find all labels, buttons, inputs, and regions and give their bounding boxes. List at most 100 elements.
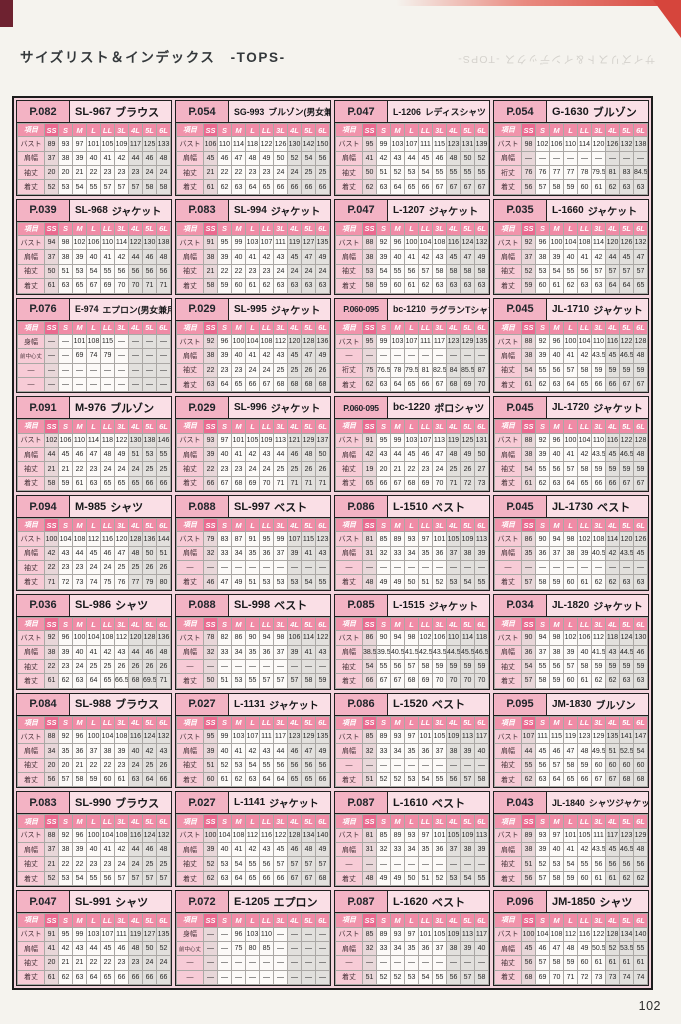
size-cell: 63 — [619, 673, 634, 689]
size-cell: 59 — [619, 658, 634, 675]
size-col-header: S — [58, 616, 73, 632]
size-cell: 67 — [301, 870, 316, 887]
item-col-header: 項目 — [494, 616, 522, 632]
size-cell: 120 — [619, 531, 634, 547]
page-ref: P.036 — [17, 594, 70, 616]
size-cell: — — [460, 757, 475, 774]
size-cell: 49 — [231, 574, 246, 590]
size-cell: 66 — [315, 772, 330, 788]
size-cell: 141 — [619, 728, 634, 745]
page-ref: P.045 — [494, 298, 547, 320]
product-code: bc-1210 — [393, 304, 426, 315]
product-title: M-976 ブルゾン — [70, 397, 171, 419]
size-cell: 103 — [404, 432, 419, 449]
size-cell: 36 — [535, 545, 550, 562]
size-col-header: M — [231, 913, 246, 928]
size-cell: 44 — [605, 249, 620, 265]
size-cell: 116 — [128, 827, 143, 844]
row-label: バスト — [176, 728, 204, 745]
size-cell: 53 — [72, 263, 87, 280]
size-cell: 68 — [231, 475, 246, 492]
row-label: 着丈 — [176, 179, 204, 195]
size-cell: 56 — [619, 856, 634, 872]
block-header: P.086 L-1510 ベスト — [335, 496, 489, 519]
size-cell: 105 — [245, 432, 260, 449]
size-cell: 59 — [563, 955, 578, 971]
size-cell: 41 — [100, 249, 115, 265]
size-cell: 22 — [86, 955, 101, 971]
size-cell: 62 — [591, 574, 606, 590]
size-cell: 57 — [619, 263, 634, 280]
size-cell: 58 — [142, 179, 157, 195]
size-cell: 40.5 — [390, 644, 405, 660]
size-col-header: 6L — [156, 122, 171, 138]
size-cell: — — [577, 150, 592, 167]
row-label: バスト — [335, 333, 363, 350]
size-cell: 59 — [460, 658, 475, 675]
row-label: バスト — [335, 531, 363, 547]
size-cell: — — [72, 362, 87, 378]
size-cell: 52 — [217, 757, 232, 774]
row-label: バスト — [17, 432, 45, 449]
size-cell: 46.5 — [474, 644, 489, 660]
size-cell: 99 — [376, 333, 391, 350]
size-cell: 131 — [474, 432, 489, 449]
size-cell: 56 — [633, 856, 648, 872]
product-code: G-1630 — [552, 105, 589, 118]
product-title: L-1131 ジャケット — [229, 693, 330, 715]
size-cell: 59 — [563, 870, 578, 887]
size-cell: 138 — [633, 136, 648, 152]
size-cell: 36 — [432, 545, 447, 562]
size-cell: — — [287, 560, 302, 576]
size-cell: 55 — [390, 263, 405, 280]
page-title: サイズリスト＆インデックス -TOPS- — [20, 50, 286, 65]
size-cell: 96 — [72, 827, 87, 844]
size-cell: 69 — [460, 376, 475, 393]
size-cell: 50 — [404, 870, 419, 887]
size-col-header: L — [245, 814, 260, 829]
size-col-header: 6L — [474, 616, 489, 632]
size-table-block: P.036 SL-986 シャツ 項目 SS S M L LL 3L 4L 5L 6L バスト 92 9… — [16, 593, 172, 690]
size-cell: — — [142, 348, 157, 364]
row-label: 着丈 — [176, 870, 204, 887]
size-cell: 78 — [203, 630, 218, 646]
size-cell: 98 — [404, 630, 419, 646]
size-cell: 100 — [404, 235, 419, 251]
size-cell: — — [273, 658, 288, 675]
page-ref: P.027 — [176, 693, 229, 715]
size-table-block: P.091 M-976 ブルゾン 項目 SS S M L LL 3L 4L 5L 6L バスト 102… — [16, 396, 172, 493]
size-col-header: LL — [577, 221, 592, 237]
row-label: バスト — [494, 432, 522, 449]
size-cell: 59 — [633, 362, 648, 378]
row-label: 着丈 — [494, 179, 522, 195]
page-ref: P.094 — [17, 496, 70, 518]
size-cell: 51 — [156, 545, 171, 562]
product-title: E-974 エプロン(男女兼用) — [70, 298, 171, 320]
size-cell: 90 — [376, 630, 391, 646]
page-ref: P.088 — [176, 594, 229, 616]
size-cell: — — [287, 658, 302, 675]
size-cell: 92 — [376, 235, 391, 251]
size-cell: 80 — [245, 940, 260, 957]
size-cell: 102 — [563, 630, 578, 646]
product-title: JL-1840 シャツジャケット — [547, 792, 648, 814]
size-cell: 63 — [245, 772, 260, 788]
product-name: ジャケット — [428, 601, 479, 613]
size-cell: 42 — [259, 348, 274, 364]
size-cell: 67 — [605, 772, 620, 788]
size-cell: 54 — [72, 179, 87, 195]
size-cell: 24 — [156, 165, 171, 181]
size-cell: 127 — [142, 926, 157, 942]
size-cell: 49 — [390, 870, 405, 887]
row-label: 着丈 — [335, 969, 363, 986]
size-col-header: 5L — [460, 616, 475, 632]
size-cell: 67 — [390, 673, 405, 689]
size-cell: 52 — [390, 772, 405, 788]
size-cell: 57 — [273, 673, 288, 689]
size-cell: — — [203, 940, 218, 957]
row-label: 袖丈 — [176, 263, 204, 280]
page-ref: P.087 — [335, 891, 388, 913]
size-cell: 23 — [114, 165, 129, 181]
row-label: 肩幅 — [494, 249, 522, 265]
size-cell: 88 — [362, 235, 377, 251]
